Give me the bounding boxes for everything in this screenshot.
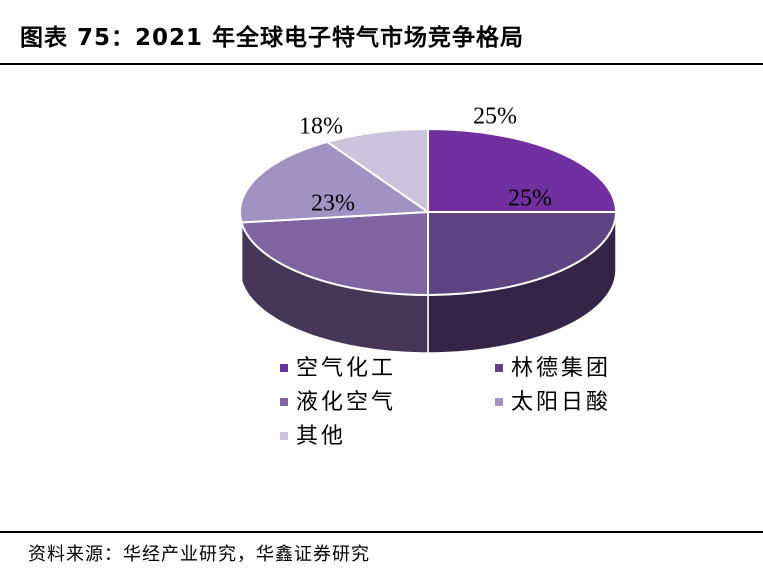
legend-swatch-3 [495, 398, 503, 406]
legend-swatch-2 [280, 398, 288, 406]
slice-label-3: 18% [299, 114, 343, 140]
legend-swatch-1 [495, 364, 503, 372]
legend-label-3: 太阳日酸 [511, 390, 611, 415]
slice-label-1: 25% [508, 186, 552, 212]
source-note: 资料来源：华经产业研究，华鑫证券研究 [28, 544, 370, 565]
legend-label-0: 空气化工 [296, 356, 396, 381]
legend-label-2: 液化空气 [296, 390, 396, 415]
pie-slice-1 [427, 211, 618, 297]
pie-slice-2 [240, 210, 429, 297]
pie-slice-4 [324, 127, 429, 214]
slice-label-2: 23% [311, 191, 355, 217]
legend-label-1: 林德集团 [511, 356, 611, 381]
top-rule [0, 63, 763, 65]
pie-top [239, 127, 618, 297]
chart-title: 图表 75：2021 年全球电子特气市场竞争格局 [20, 25, 525, 51]
legend-swatch-0 [280, 364, 288, 372]
pie-slice-3 [239, 140, 431, 224]
pie-labels: 25%25%23%18%9% [299, 104, 552, 217]
legend-swatch-4 [280, 432, 288, 440]
bottom-rule [0, 531, 763, 533]
pie-slice-0 [427, 127, 618, 213]
slice-label-0: 25% [473, 104, 517, 130]
legend-label-4: 其他 [296, 424, 346, 449]
